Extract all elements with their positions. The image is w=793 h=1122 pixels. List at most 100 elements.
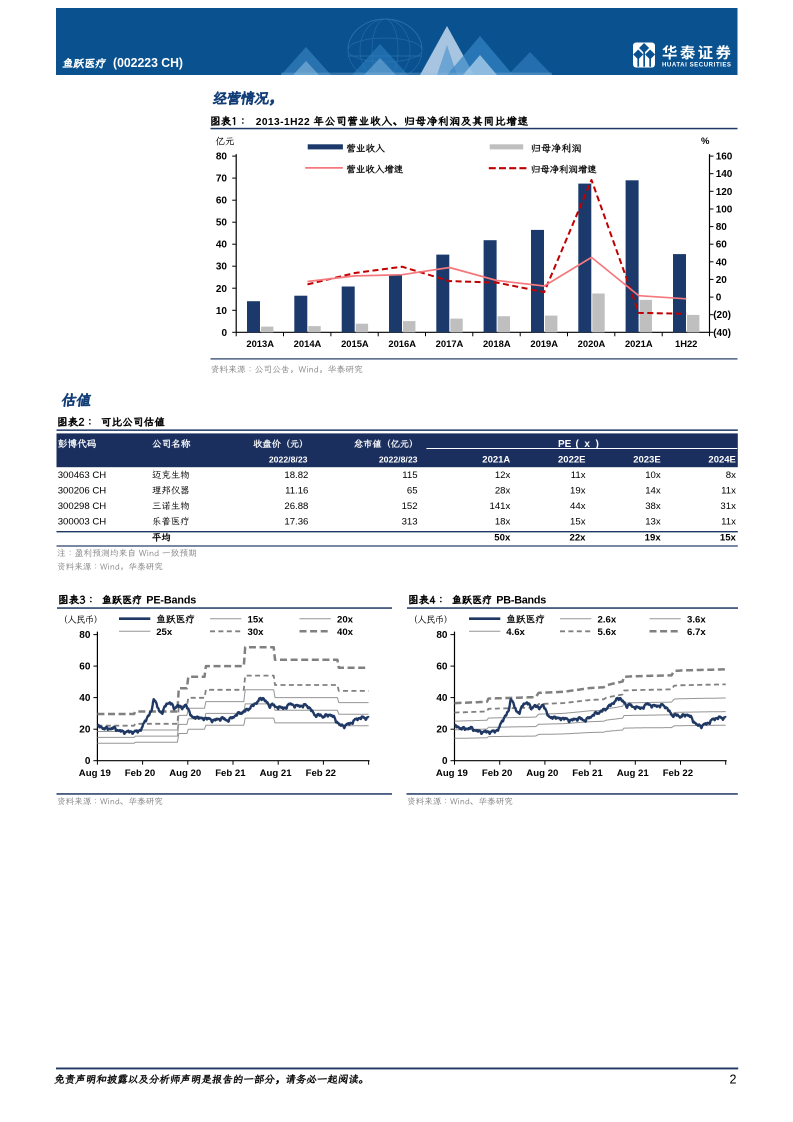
svg-text:2021A: 2021A xyxy=(625,338,653,349)
svg-text:2024E: 2024E xyxy=(708,454,735,465)
svg-text:313: 313 xyxy=(402,517,418,528)
svg-text:30x: 30x xyxy=(248,627,265,638)
svg-text:65: 65 xyxy=(407,486,418,497)
svg-text:2013-1H22: 2013-1H22 xyxy=(256,117,310,128)
svg-text:22x: 22x xyxy=(569,533,586,544)
svg-text:31x: 31x xyxy=(720,501,736,512)
svg-text:(002223 CH): (002223 CH) xyxy=(113,56,183,70)
svg-text:140: 140 xyxy=(716,169,733,180)
svg-text:2016A: 2016A xyxy=(388,338,416,349)
svg-text:60: 60 xyxy=(216,196,228,207)
svg-text:Feb 22: Feb 22 xyxy=(306,768,336,779)
svg-text:0: 0 xyxy=(221,328,227,339)
svg-text:Feb 21: Feb 21 xyxy=(215,768,246,779)
svg-text:12x: 12x xyxy=(495,470,511,481)
svg-text:0: 0 xyxy=(716,293,722,304)
svg-text:(20): (20) xyxy=(713,310,731,321)
svg-text:80: 80 xyxy=(216,152,228,163)
svg-text:15x: 15x xyxy=(248,615,265,626)
svg-text:10x: 10x xyxy=(645,470,661,481)
svg-text:60: 60 xyxy=(436,662,448,673)
svg-text:4.6x: 4.6x xyxy=(506,627,525,638)
svg-text:40: 40 xyxy=(216,240,228,251)
svg-text:Feb 21: Feb 21 xyxy=(572,768,603,779)
svg-text:2: 2 xyxy=(730,1073,737,1087)
svg-text:Feb 20: Feb 20 xyxy=(125,768,155,779)
svg-text:6.7x: 6.7x xyxy=(687,627,706,638)
svg-text:0: 0 xyxy=(85,756,91,767)
svg-text:11.16: 11.16 xyxy=(285,486,308,497)
svg-text:Aug 21: Aug 21 xyxy=(617,768,650,779)
svg-text:18.82: 18.82 xyxy=(284,470,308,481)
svg-text:38x: 38x xyxy=(645,501,661,512)
svg-text:2014A: 2014A xyxy=(294,338,322,349)
svg-text:2019A: 2019A xyxy=(530,338,558,349)
svg-text:13x: 13x xyxy=(645,517,661,528)
svg-text:2021A: 2021A xyxy=(482,454,510,465)
svg-text:2013A: 2013A xyxy=(246,338,274,349)
svg-text:18x: 18x xyxy=(495,517,511,528)
svg-text:115: 115 xyxy=(402,470,417,481)
svg-text:8x: 8x xyxy=(726,470,736,481)
svg-text:120: 120 xyxy=(716,187,733,198)
svg-text:PE-Bands: PE-Bands xyxy=(146,594,196,606)
svg-text:2.6x: 2.6x xyxy=(598,615,617,626)
svg-text:20x: 20x xyxy=(337,615,354,626)
svg-text:26.88: 26.88 xyxy=(284,501,308,512)
svg-text:50: 50 xyxy=(216,218,228,229)
svg-text:2022E: 2022E xyxy=(558,454,585,465)
svg-text:40: 40 xyxy=(716,257,728,268)
svg-text:11x: 11x xyxy=(721,517,736,528)
svg-text:60: 60 xyxy=(716,240,728,251)
svg-text:100: 100 xyxy=(716,205,733,216)
svg-text:10: 10 xyxy=(216,306,228,317)
svg-text:5.6x: 5.6x xyxy=(598,627,617,638)
svg-text:40x: 40x xyxy=(337,627,354,638)
svg-text:141x: 141x xyxy=(489,501,510,512)
svg-text:25x: 25x xyxy=(156,627,173,638)
svg-text:2020A: 2020A xyxy=(578,338,606,349)
svg-text:15x: 15x xyxy=(570,517,586,528)
svg-text:(x): (x) xyxy=(576,439,599,450)
svg-text:20: 20 xyxy=(216,284,228,295)
svg-text:2022/8/23: 2022/8/23 xyxy=(269,454,308,464)
svg-text:2017A: 2017A xyxy=(436,338,464,349)
svg-text:60: 60 xyxy=(79,662,91,673)
svg-text:20: 20 xyxy=(716,275,728,286)
svg-text:19x: 19x xyxy=(645,533,662,544)
svg-text:80: 80 xyxy=(716,222,728,233)
svg-text:PE: PE xyxy=(558,439,572,450)
svg-text:152: 152 xyxy=(402,501,418,512)
svg-text:160: 160 xyxy=(716,152,733,163)
svg-text:1H22: 1H22 xyxy=(675,338,697,349)
svg-text:Aug 20: Aug 20 xyxy=(169,768,201,779)
svg-text:15x: 15x xyxy=(720,533,737,544)
svg-text:Aug 21: Aug 21 xyxy=(260,768,293,779)
svg-text:Aug 20: Aug 20 xyxy=(526,768,558,779)
svg-text:40: 40 xyxy=(436,693,448,704)
svg-text:Aug 19: Aug 19 xyxy=(79,768,111,779)
svg-text:44x: 44x xyxy=(570,501,586,512)
svg-text:2022/8/23: 2022/8/23 xyxy=(379,454,418,464)
svg-text:300463 CH: 300463 CH xyxy=(58,470,107,481)
svg-text:17.36: 17.36 xyxy=(284,517,308,528)
svg-text:3.6x: 3.6x xyxy=(687,615,706,626)
svg-text:0: 0 xyxy=(442,756,448,767)
svg-text:80: 80 xyxy=(79,630,91,641)
svg-text:2023E: 2023E xyxy=(633,454,660,465)
svg-text:2018A: 2018A xyxy=(483,338,511,349)
svg-text:40: 40 xyxy=(79,693,91,704)
svg-text:11x: 11x xyxy=(721,486,736,497)
svg-text:300206 CH: 300206 CH xyxy=(58,486,107,497)
svg-text:%: % xyxy=(701,136,710,147)
svg-text:14x: 14x xyxy=(645,486,661,497)
svg-text:Aug 19: Aug 19 xyxy=(436,768,468,779)
svg-text:300003 CH: 300003 CH xyxy=(58,517,107,528)
svg-text:2015A: 2015A xyxy=(341,338,369,349)
svg-text:30: 30 xyxy=(216,262,228,273)
svg-text:80: 80 xyxy=(436,630,448,641)
svg-text:Feb 22: Feb 22 xyxy=(663,768,693,779)
svg-text:19x: 19x xyxy=(570,486,586,497)
svg-text:Feb 20: Feb 20 xyxy=(482,768,512,779)
svg-text:50x: 50x xyxy=(494,533,511,544)
